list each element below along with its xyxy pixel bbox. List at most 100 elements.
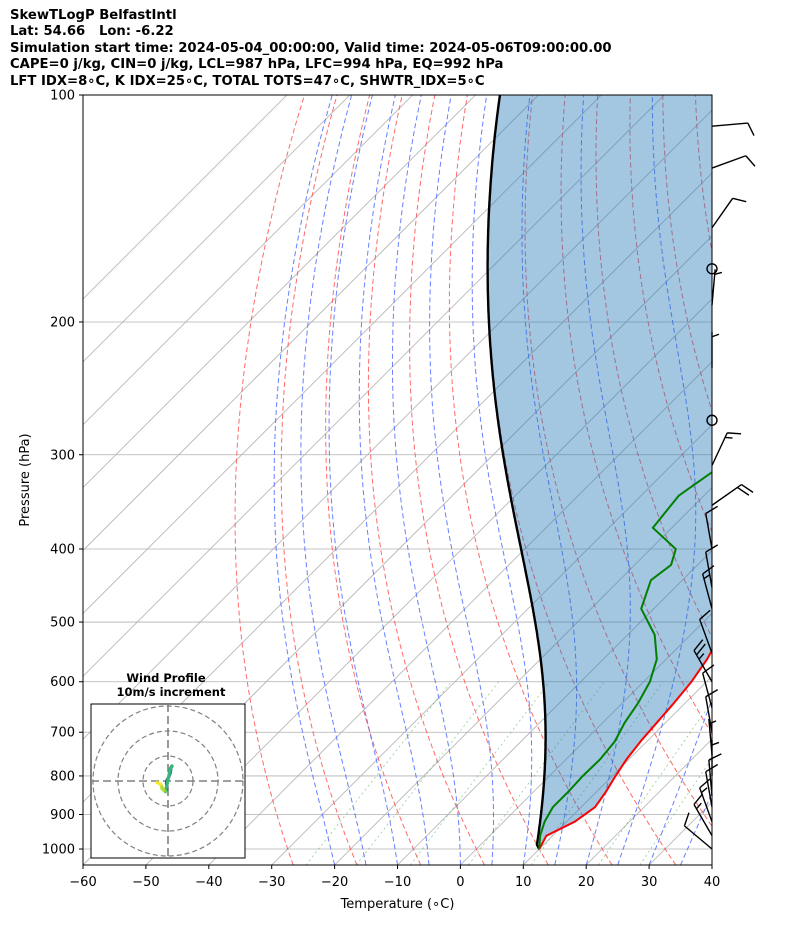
dry-adiabat-line [409,95,549,865]
dry-adiabat-line [234,95,305,865]
barb-half [711,333,720,338]
sounding-profiles [486,95,712,850]
x-tick-label: −30 [258,875,285,890]
y-tick-label: 1000 [42,843,75,858]
isotherm-line [83,95,665,677]
dry-adiabat-line [595,95,712,639]
dry-adiabat-line [325,95,422,865]
x-tick-label: 20 [578,875,595,890]
moist-adiabat-line [429,95,494,865]
wind-barb [711,155,756,169]
wind-barb [693,793,713,837]
mixing-ratio-line [468,681,605,865]
dewpoint-profile-line [538,470,712,850]
barb-shaft [702,573,713,609]
y-tick-label: 500 [50,616,75,631]
barb-shaft [705,696,713,733]
moist-adiabat-line [580,95,631,865]
barb-full [699,609,711,620]
barb-shaft [711,269,716,306]
barb-full [732,197,747,203]
wind-barbs [683,122,756,850]
barb-full [693,639,704,652]
isotherm-line [83,95,539,552]
mixing-ratio-line [639,757,712,865]
isotherm-line [523,675,712,865]
y-tick-label: 600 [50,675,75,690]
wind-barb [711,432,742,466]
barb-full [695,643,706,656]
x-tick-label: −10 [384,875,411,890]
barb-shaft [699,619,713,654]
barb-full [741,484,754,493]
hodograph-segment [155,780,163,786]
wind-barb [708,753,722,796]
wind-barb [711,122,755,136]
isotherm-line [145,298,712,865]
dry-adiabat-line [280,95,358,865]
barb-full [745,155,756,167]
time-line: Simulation start time: 2024-05-04_00:00:… [10,40,612,56]
barb-full [727,432,742,435]
barb-shaft [705,513,713,550]
wind-barb [711,269,723,306]
x-tick-label: −60 [69,875,96,890]
x-tick-label: −40 [195,875,222,890]
hodograph-segment [163,766,173,794]
chart-header: SkewTLogP BelfastIntl Lat: 54.66 Lon: -6… [10,8,612,90]
barb-full [683,812,690,827]
index-line: LFT IDX=8∘C, K IDX=25∘C, TOTAL TOTS=47∘C… [10,73,485,89]
barb-shaft [711,122,748,127]
y-tick-label: 300 [50,448,75,463]
barb-half [698,653,705,660]
barb-half [703,573,711,580]
barb-shaft [711,484,742,506]
isotherm-line [397,549,712,865]
stability-line: CAPE=0 j/kg, CIN=0 j/kg, LCL=987 hPa, LF… [10,57,504,73]
moist-adiabat-line [680,791,712,865]
x-tick-label: −50 [132,875,159,890]
calm-wind-circle [706,263,718,275]
dry-adiabat-line [662,95,712,413]
isotherm-line [460,612,712,865]
temperature-profile-line [538,648,712,850]
wind-barb [711,331,720,368]
x-tick-label: −20 [321,875,348,890]
wind-barb [683,812,713,850]
y-tick-label: 200 [50,315,75,330]
dry-adiabat-line [761,95,794,865]
barb-full [699,778,711,789]
x-tick-label: 0 [456,875,464,890]
barb-shaft [693,804,713,837]
x-tick-label: 10 [515,875,532,890]
barb-shaft [702,673,713,709]
location-line: Lat: 54.66 Lon: -6.22 [10,24,174,40]
cin-shading [487,95,712,845]
isotherm-line [334,487,712,865]
isotherm-line [83,95,476,489]
barb-shaft [683,825,713,850]
barb-full [708,753,722,761]
barb-shaft [708,718,713,755]
barb-half [711,741,720,746]
moist-adiabat-line [471,95,533,865]
barb-half [725,436,733,439]
barb-shaft [711,197,734,229]
axes: −60 −50 −40 −30 −20 −10 0 10 20 30 40 1000 900 800 700… [18,89,720,913]
barb-half [714,271,723,275]
y-tick-label: 800 [50,769,75,784]
x-tick-label: 30 [641,875,658,890]
dry-adiabat-line [367,95,485,865]
barb-full [693,793,704,805]
y-axis-label: Pressure (hPa) [18,433,33,526]
calm-wind-circle [706,414,718,426]
isotherm-line [83,95,288,300]
wind-barb [705,505,719,550]
wind-barb [705,763,719,808]
isotherm-line [83,109,712,740]
barb-half [700,787,708,794]
x-tick-label: 40 [704,875,721,890]
moist-adiabat-line [521,95,578,865]
